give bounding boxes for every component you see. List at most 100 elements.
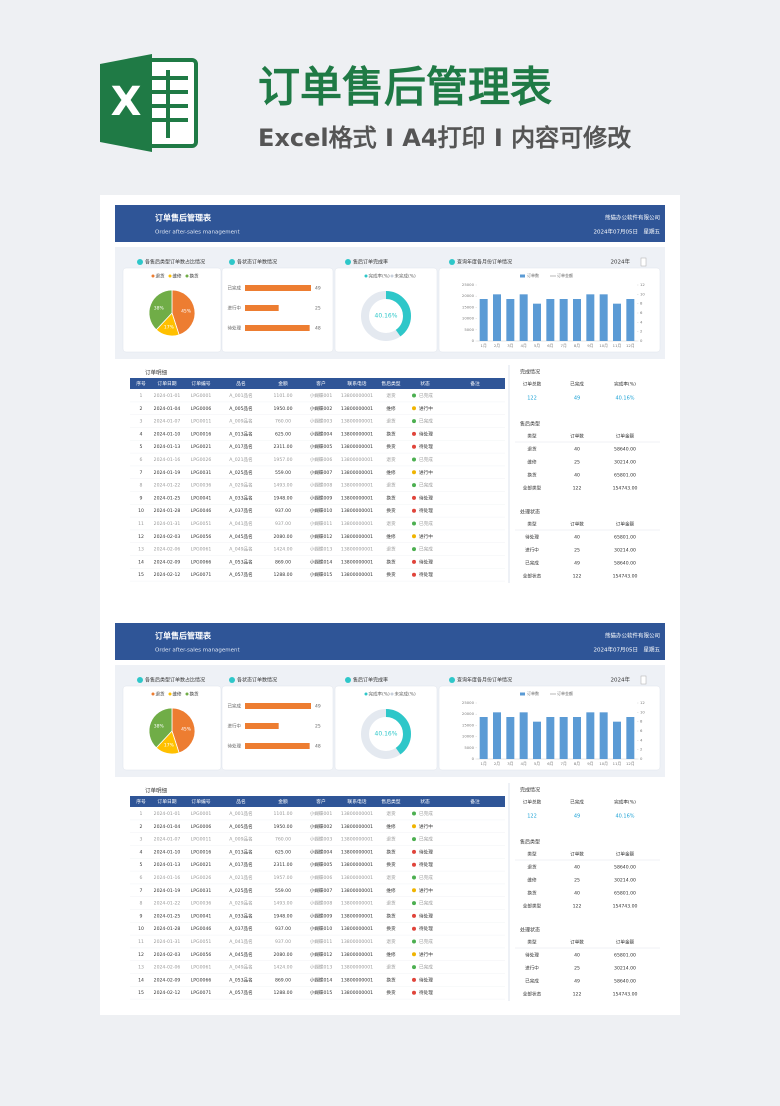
cell: 1950.00: [274, 824, 293, 830]
x-tick-label: 1月: [481, 343, 487, 348]
summary-cell: 30214.00: [614, 878, 636, 884]
cell: LPG0031: [191, 888, 212, 894]
year-spinner: [640, 257, 647, 267]
pie-label: 45%: [181, 726, 192, 732]
cell: 1101.00: [274, 811, 293, 817]
cell: A_037品名: [229, 925, 252, 932]
panel-title: 售后订单完成率: [353, 259, 388, 266]
cell: 625.00: [275, 431, 291, 437]
cell: 待处理: [419, 430, 433, 437]
status-icon: [412, 849, 416, 854]
cell: 小蝴蝶008: [310, 900, 333, 907]
legend-dot: [390, 692, 394, 696]
pie-label: 45%: [181, 308, 192, 314]
y-tick-label: 10000: [462, 316, 475, 321]
panel-title: 各售后类型订单数占比情况: [145, 259, 205, 266]
summary-cell: 154743.00: [613, 574, 638, 580]
summary-value: 40.16%: [615, 814, 634, 820]
cell: 869.00: [275, 977, 291, 983]
summary-cell: 退货: [527, 446, 537, 453]
title-icon: [229, 677, 235, 683]
cell: 换货: [386, 848, 396, 855]
x-tick-label: 8月: [574, 761, 580, 766]
cell: 维修: [386, 469, 396, 476]
column-header: 订单日期: [157, 798, 176, 805]
cell: 进行中: [419, 469, 433, 476]
cell: 换货: [386, 558, 396, 565]
bar-value: 48: [315, 744, 321, 750]
legend-label: 未完成(%): [395, 273, 417, 280]
cell: 2024-01-31: [154, 521, 181, 527]
bar: [546, 299, 555, 341]
panel-title: 售后订单完成率: [353, 677, 388, 684]
bar: [533, 721, 541, 759]
panel-title: 各售后类型订单数占比情况: [145, 677, 205, 684]
x-tick-label: 7月: [561, 343, 567, 348]
status-icon: [412, 534, 416, 539]
cell: 已完成: [419, 392, 433, 399]
summary-cell: 维修: [527, 877, 537, 884]
bar: [519, 294, 528, 341]
cell: 换货: [386, 507, 396, 514]
y2-tick-label: 2: [640, 747, 643, 752]
sheet: 订单售后管理表 Order after-sales management 熊猫办公软…: [115, 205, 665, 585]
cell: LPG0046: [191, 508, 212, 514]
cell: 13800000001: [341, 875, 373, 881]
summary-divider: [508, 365, 510, 583]
pie-label: 38%: [154, 723, 165, 729]
cell: 2024-01-10: [154, 431, 181, 437]
date: 2024年07月05日: [594, 646, 639, 654]
cell: 1948.00: [274, 495, 293, 501]
bar: [245, 285, 311, 291]
cell: 2024-02-09: [154, 559, 181, 565]
summary-header: 订单金额: [616, 851, 635, 858]
cell: 2: [140, 824, 143, 830]
cell: 1957.00: [274, 457, 293, 463]
cell: 13800000001: [341, 901, 373, 907]
summary-cell: 65801.00: [614, 891, 636, 897]
x-tick-label: 2月: [494, 343, 500, 348]
bar-value: 49: [315, 704, 321, 710]
status-icon: [412, 811, 416, 816]
legend-dot: [151, 274, 155, 278]
summary-header: 订单数: [570, 521, 584, 528]
cell: 2024-01-25: [154, 913, 181, 919]
cell: 小蝴蝶001: [310, 810, 333, 817]
x-tick-label: 6月: [547, 343, 553, 348]
cell: 13800000001: [341, 495, 373, 501]
donut-arc: [361, 291, 411, 341]
cell: 已完成: [419, 938, 433, 945]
summary-header: 已完成: [570, 799, 584, 806]
cell: 9: [140, 913, 143, 919]
cell: 13800000001: [341, 862, 373, 868]
cell: 559.00: [275, 888, 291, 894]
bar-value: 49: [315, 286, 321, 292]
cell: 退货: [386, 456, 396, 463]
status-icon: [412, 547, 416, 552]
cell: LPG0071: [191, 990, 212, 996]
y-tick-label: 0: [472, 756, 475, 761]
cell: 已完成: [419, 900, 433, 907]
summary-cell: 维修: [527, 459, 537, 466]
cell: 小蝴蝶013: [310, 964, 333, 971]
cell: 13800000001: [341, 559, 373, 565]
cell: 1957.00: [274, 875, 293, 881]
cell: 13800000001: [341, 888, 373, 894]
legend-label: 维修: [173, 273, 182, 280]
cell: 退货: [386, 520, 396, 527]
status-icon: [412, 990, 416, 995]
y2-tick-label: 10: [640, 709, 645, 714]
cell: LPG0066: [191, 977, 212, 983]
date: 2024年07月05日: [594, 228, 639, 236]
summary-cell: 40: [574, 865, 580, 871]
cell: 待处理: [419, 976, 433, 983]
status-icon: [412, 457, 416, 462]
summary-header: 订单金额: [616, 521, 635, 528]
cell: 已完成: [419, 546, 433, 553]
cell: 小蝴蝶015: [310, 571, 333, 578]
cell: A_017品名: [229, 443, 252, 450]
legend-dot: [168, 692, 172, 696]
summary-header: 完成率(%): [614, 799, 636, 806]
cell: A_013品名: [229, 430, 252, 437]
